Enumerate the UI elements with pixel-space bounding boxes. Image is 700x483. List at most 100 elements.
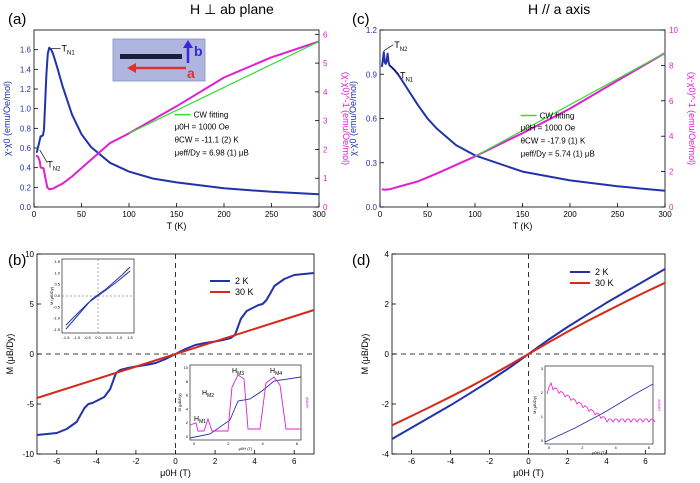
inset-lower-xtick: 6	[296, 441, 299, 446]
panel-a: 0 50 100 150 200 250 3000.00.20.40.60.81.01.21…	[2, 29, 351, 231]
y-tick-label-c: 0.6	[366, 115, 378, 124]
y2-tick-label-a: 6	[323, 30, 328, 39]
legend-cw-label-a: CW fitting	[194, 111, 229, 120]
x-tick-label-d: 4	[604, 457, 609, 466]
inset-upper-ytick: 0.5	[54, 282, 60, 287]
series-b-red	[36, 309, 315, 399]
x-tick-label-a: 300	[312, 210, 326, 219]
x-tick-label-c: 0	[378, 210, 383, 219]
tn2-arrow-a	[39, 149, 48, 163]
inset-d-xtick: 4	[615, 445, 618, 450]
field-text-c: μ0H = 1000 Oe	[521, 124, 576, 133]
inset-upper-ytick: -0.5	[53, 304, 61, 309]
series-a-green	[128, 40, 320, 134]
x-tick-label-b: 0	[173, 457, 178, 466]
mu-text-a: μeff/Dy = 6.98 (1) μB	[175, 149, 249, 158]
inset-lower-ytick: 6	[186, 393, 189, 398]
inset-upper-ytick: 1.0	[54, 270, 60, 275]
x-axis-label-a: T (K)	[167, 221, 187, 231]
panel-d-label: (d)	[352, 252, 370, 269]
x-tick-label-c: 200	[563, 210, 577, 219]
y-tick-label-c: 0.9	[366, 70, 378, 79]
inset-upper-curve-2	[65, 270, 131, 326]
inset-lower-hm4-label: HM4	[270, 368, 282, 377]
y-tick-label-b: 5	[30, 300, 35, 309]
y-tick-label-d: 0	[385, 350, 390, 359]
x-tick-label-d: 2	[565, 457, 570, 466]
inset-upper-xtick: 0.0	[95, 335, 101, 340]
plot-frame-c	[379, 29, 666, 208]
inset-lower-ytick: 2	[186, 420, 189, 425]
inset-d-frame	[544, 365, 654, 445]
inset-lower-ytick: 10	[184, 365, 189, 370]
inset-d-dmdh-curve	[546, 381, 656, 423]
x-tick-label-b: -6	[53, 457, 61, 466]
x-tick-label-b: 2	[213, 457, 218, 466]
y-tick-label-a: 0.6	[20, 144, 32, 153]
y2-tick-label-a: 0	[323, 203, 328, 212]
x-tick-label-d: -6	[408, 457, 416, 466]
field-text-a: μ0H = 1000 Oe	[175, 123, 230, 132]
y-axis-label-d: M (μB/Dy)	[360, 334, 370, 375]
inset-lower-xtick: 4	[262, 441, 265, 446]
x-tick-label-d: -4	[447, 457, 455, 466]
y-tick-label-a: 0.0	[20, 203, 32, 212]
x-tick-label-d: 6	[643, 457, 648, 466]
y-tick-label-a: 1.4	[20, 65, 32, 74]
inset-d-xlabel: μ0H (T)	[592, 450, 606, 455]
inset-lower-xtick: 0	[193, 441, 196, 446]
legend-label-d: 30 K	[595, 278, 614, 288]
y2-tick-label-c: 8	[669, 61, 674, 70]
inset-upper-xtick: 1.5	[127, 335, 133, 340]
inset-upper-ytick: 0.0	[54, 293, 60, 298]
inset-upper-ytick: -1.5	[53, 327, 61, 332]
inset-lower-m-curve	[189, 376, 302, 439]
tn2-label-a: TN2	[47, 160, 61, 173]
inset-d-xtick: 0	[548, 445, 551, 450]
tn2-arrow-c	[383, 44, 394, 51]
series-c-blue	[380, 51, 666, 192]
y-tick-label-a: 1.0	[20, 105, 32, 114]
y2-tick-label-c: 4	[669, 132, 674, 141]
tn1-label-a: TN1	[62, 44, 76, 57]
inset-upper-xtick: -1.5	[63, 335, 71, 340]
legend-label-b: 30 K	[235, 287, 254, 297]
theta-text-a: θCW = -11.1 (2) K	[175, 136, 240, 145]
y-tick-label-d: -4	[382, 450, 390, 459]
y-tick-label-a: 0.2	[20, 183, 32, 192]
y2-tick-label-c: 6	[669, 97, 674, 106]
crystal-label-b: b	[194, 43, 203, 59]
legend-label-b: 2 K	[235, 276, 249, 286]
y-tick-label-b: -10	[22, 450, 34, 459]
inset-lower-ytick: 0	[186, 434, 189, 439]
inset-d-xtick: 6	[648, 445, 651, 450]
series-d-red	[391, 281, 666, 427]
inset-d-ylabel: M (μB/Dy)	[532, 395, 537, 414]
panel-c-label: (c)	[352, 11, 370, 28]
y-tick-label-b: 10	[25, 250, 34, 259]
x-axis-label-d: μ0H (T)	[513, 468, 544, 478]
inset-lower-dmdh-curve	[189, 374, 301, 432]
panel-d: -6 -4 -2 0 2 4 6 -4 -2 0 2 4 μ0H (T) M (μB/Dy) 2 K30 K…	[360, 250, 666, 478]
y2-tick-label-c: 10	[669, 26, 678, 35]
crystal-label-a: a	[187, 65, 195, 81]
x-tick-label-a: 250	[265, 210, 279, 219]
inset-d-ytick: 2	[541, 390, 544, 395]
inset-lower-xtick: 2	[227, 441, 230, 446]
mu-text-c: μeff/Dy = 5.74 (1) μB	[521, 150, 595, 159]
y-axis-label-a: χ-χ0 (emu/Oe/mol)	[2, 81, 12, 156]
y2-axis-label-c: (χ-χ0)^-1 (emu/Oe/mol)	[687, 72, 697, 165]
inset-upper-xtick: 1.0	[117, 335, 123, 340]
arrow-a-head-icon	[127, 63, 136, 73]
x-tick-label-b: -2	[132, 457, 140, 466]
inset-lower-hm2-label: HM2	[202, 390, 214, 399]
inset-lower-hm1-label: HM1	[194, 416, 206, 425]
inset-d-ytick: 0	[541, 438, 544, 443]
x-axis-label-b: μ0H (T)	[160, 468, 191, 478]
y-tick-label-a: 1.2	[20, 85, 32, 94]
x-tick-label-a: 200	[217, 210, 231, 219]
inset-upper-ytick: -1.0	[53, 316, 61, 321]
tn1-arrow-c	[389, 65, 400, 75]
y-tick-label-c: 0.0	[366, 203, 378, 212]
